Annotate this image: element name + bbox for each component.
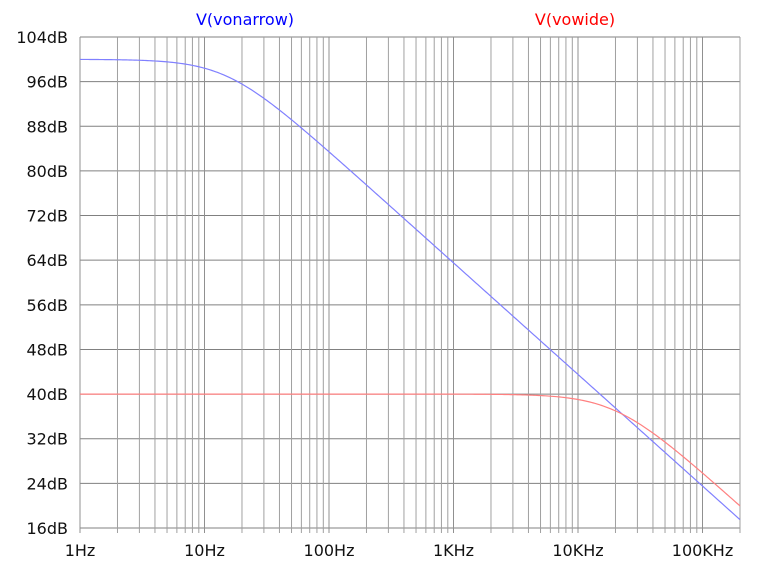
y-tick-label: 80dB	[27, 162, 69, 181]
curves	[80, 58, 741, 521]
y-axis: 104dB 96dB 88dB 80dB 72dB 64dB 56dB 48dB 40dB 32d…	[16, 28, 68, 538]
y-tick-label: 88dB	[27, 117, 69, 136]
x-tick-label: 10KHz	[552, 541, 603, 560]
grid	[79, 36, 741, 533]
legend-vonarrow: V(vonarrow)	[196, 10, 294, 29]
y-tick-label: 104dB	[16, 28, 68, 47]
y-tick-label: 48dB	[27, 340, 69, 359]
x-tick-label: 1KHz	[433, 541, 474, 560]
x-tick-label: 100Hz	[304, 541, 355, 560]
x-tick-label: 1Hz	[65, 541, 96, 560]
y-tick-label: 32dB	[27, 430, 69, 449]
x-tick-label: 10Hz	[184, 541, 225, 560]
y-tick-label: 16dB	[27, 519, 69, 538]
y-tick-label: 40dB	[27, 385, 69, 404]
x-tick-label: 100KHz	[672, 541, 733, 560]
legend-vowide: V(vowide)	[535, 10, 615, 29]
x-axis: 1Hz 10Hz 100Hz 1KHz 10KHz 100KHz	[65, 541, 734, 560]
y-tick-label: 24dB	[27, 474, 69, 493]
curve-vvowide	[80, 393, 741, 507]
y-tick-label: 72dB	[27, 207, 69, 226]
y-tick-label: 96dB	[27, 73, 69, 92]
y-tick-label: 56dB	[27, 296, 69, 315]
y-tick-label: 64dB	[27, 251, 69, 270]
curve-vvonarrow	[80, 58, 741, 521]
